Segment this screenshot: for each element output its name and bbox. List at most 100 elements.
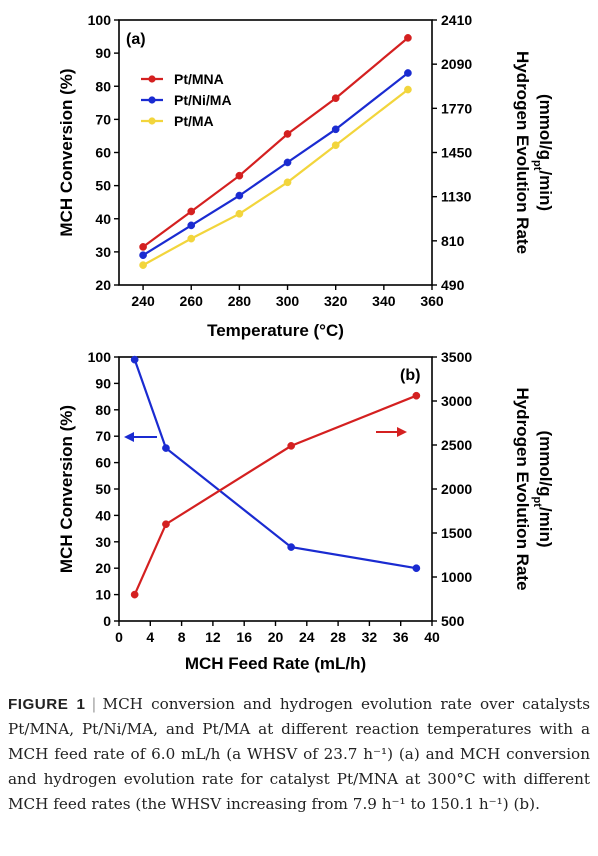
panel-a-series-line-pt-ni-ma xyxy=(142,72,409,257)
panel-b-unit-part: (mmol/g xyxy=(536,430,555,496)
panel-b-x-tick-label: 0 xyxy=(115,629,123,645)
panel-b-data-point xyxy=(412,391,421,400)
panel-b-y-tick-label: 0 xyxy=(103,613,111,629)
panel-a-data-point xyxy=(139,243,147,251)
panel-b-y-right-tick-label: 1000 xyxy=(441,569,472,585)
panel-a-data-point xyxy=(283,130,292,138)
panel-a-x-tick-label: 340 xyxy=(372,293,396,309)
panel-a-panel-label: (a) xyxy=(126,31,146,48)
panel-b-x-tick-label: 12 xyxy=(205,629,221,645)
panel-a-data-point xyxy=(283,158,292,167)
panel-a-y-right-tick-label: 1450 xyxy=(441,145,472,161)
panel-a-x-tick-label: 300 xyxy=(276,293,300,309)
panel-a-data-point xyxy=(187,221,196,230)
panel-a-data-point xyxy=(187,207,196,216)
panel-a-y-tick-label: 50 xyxy=(95,178,111,194)
panel-b-y-tick-label: 40 xyxy=(95,507,111,523)
panel-b-x-axis-label: MCH Feed Rate (mL/h) xyxy=(185,654,366,673)
panel-a-plot-frame xyxy=(118,19,433,286)
panel-b-y-right-tick-label: 2500 xyxy=(441,437,472,453)
panel-b-y-tick-label: 80 xyxy=(95,402,111,418)
panel-b-x-tick-label: 32 xyxy=(362,629,378,645)
panel-b-y-tick-label: 60 xyxy=(95,455,111,471)
panel-b-y-axis-label: MCH Conversion (%) xyxy=(57,405,76,573)
panel-a-data-point xyxy=(139,251,147,260)
panel-a-data-point xyxy=(235,209,244,218)
legend-marker xyxy=(148,75,156,83)
panel-a-unit-part: /min) xyxy=(536,170,555,211)
panel-a-y-right-axis-label: Hydrogen Evolution Rate xyxy=(513,51,532,254)
panel-b-x-tick-label: 36 xyxy=(393,629,409,645)
panel-a-x-tick-label: 240 xyxy=(131,293,155,309)
panel-b-y-right-tick-label: 1500 xyxy=(441,525,472,541)
panel-a-data-point xyxy=(331,94,340,103)
panel-a-y-tick-label: 30 xyxy=(95,244,111,260)
panel-a-x-tick-label: 260 xyxy=(180,293,204,309)
panel-b-y-tick-label: 20 xyxy=(95,560,111,576)
panel-b-y-tick-label: 50 xyxy=(95,481,111,497)
panel-a-data-point xyxy=(139,261,147,269)
panel-b-y-right-tick-label: 500 xyxy=(441,613,465,629)
panel-b-x-tick-label: 4 xyxy=(146,629,154,645)
panel-b-plot-frame xyxy=(118,356,433,622)
panel-b-panel-label: (b) xyxy=(400,367,420,384)
panel-a-unit-part: (mmol/g xyxy=(536,94,555,160)
panel-a-y-tick-label: 40 xyxy=(95,211,111,227)
panel-a-y-tick-label: 20 xyxy=(95,277,111,293)
panel-b-y-right-axis-label: Hydrogen Evolution Rate xyxy=(513,387,532,590)
panel-a-data-point xyxy=(404,85,412,94)
panel-b-y-tick-label: 30 xyxy=(95,534,111,550)
panel-a-x-tick-label: 360 xyxy=(420,293,444,309)
panel-a-data-point xyxy=(404,34,412,42)
panel-b-y-right-tick-label: 3500 xyxy=(441,349,472,365)
panel-a-x-tick-label: 320 xyxy=(324,293,348,309)
panel-a-y-tick-label: 100 xyxy=(88,12,112,28)
panel-a-x-tick-label: 280 xyxy=(228,293,252,309)
panel-a-unit-subscript: pt xyxy=(531,160,543,171)
panel-a-x-axis-label: Temperature (°C) xyxy=(207,321,344,340)
panel-a-y-tick-label: 80 xyxy=(95,78,111,94)
panel-a-y-right-tick-label: 1770 xyxy=(441,100,472,116)
panel-b-data-point xyxy=(287,543,295,551)
panel-b-y-right-axis-unit: (mmol/gpt/min) xyxy=(531,430,555,547)
panel-a-data-point xyxy=(331,125,340,134)
caption-text: MCH conversion and hydrogen evolution ra… xyxy=(8,695,590,813)
panel-b-x-tick-label: 20 xyxy=(268,629,284,645)
panel-b-x-tick-label: 8 xyxy=(178,629,186,645)
panel-b-data-point xyxy=(287,442,295,450)
arrow-right-axis-head xyxy=(397,427,407,437)
panel-a-y-tick-label: 60 xyxy=(95,145,111,161)
panel-a-chart: 240 260 280 300 320 340 360 20 30 40 50 60 70 80 90 100… xyxy=(57,12,555,340)
panel-a-y-tick-label: 70 xyxy=(95,111,111,127)
panel-b-y-tick-label: 70 xyxy=(95,428,111,444)
panel-a-data-point xyxy=(235,191,244,200)
panel-b-data-point xyxy=(162,520,170,529)
panel-a-y-tick-label: 90 xyxy=(95,45,111,61)
panel-a-data-point xyxy=(331,141,340,150)
panel-a-data-point xyxy=(235,171,244,180)
panel-a-y-right-tick-label: 490 xyxy=(441,277,465,293)
panel-b-unit-part: /min) xyxy=(536,507,555,548)
caption-separator: | xyxy=(91,695,97,713)
panel-a-series-line-pt-mna xyxy=(142,37,409,248)
panel-b-data-point xyxy=(130,590,139,599)
panel-a-y-right-tick-label: 2410 xyxy=(441,12,472,28)
panel-b-x-tick-label: 24 xyxy=(299,629,315,645)
panel-b-y-right-tick-label: 2000 xyxy=(441,481,472,497)
panel-a-series-line-pt-ma xyxy=(142,88,409,267)
figure-caption: FIGURE 1 | MCH conversion and hydrogen evo… xyxy=(8,692,590,817)
panel-b-x-tick-label: 40 xyxy=(424,629,440,645)
legend-label-pt-mna: Pt/MNA xyxy=(174,71,224,87)
panel-b-y-tick-label: 10 xyxy=(95,587,111,603)
panel-b-data-point xyxy=(162,444,170,452)
panel-b-series-line-blue xyxy=(133,359,417,570)
panel-b-unit-subscript: pt xyxy=(531,497,543,508)
panel-a-y-right-tick-label: 1130 xyxy=(441,189,472,205)
panel-a-data-point xyxy=(187,234,196,243)
arrow-left-axis-head xyxy=(124,432,134,442)
panel-a-y-right-tick-label: 810 xyxy=(441,233,465,249)
panel-b-data-point xyxy=(130,355,139,364)
panel-b-y-tick-label: 100 xyxy=(88,349,112,365)
panel-a-data-point xyxy=(404,69,412,77)
panel-b-series-line-red xyxy=(133,394,417,596)
